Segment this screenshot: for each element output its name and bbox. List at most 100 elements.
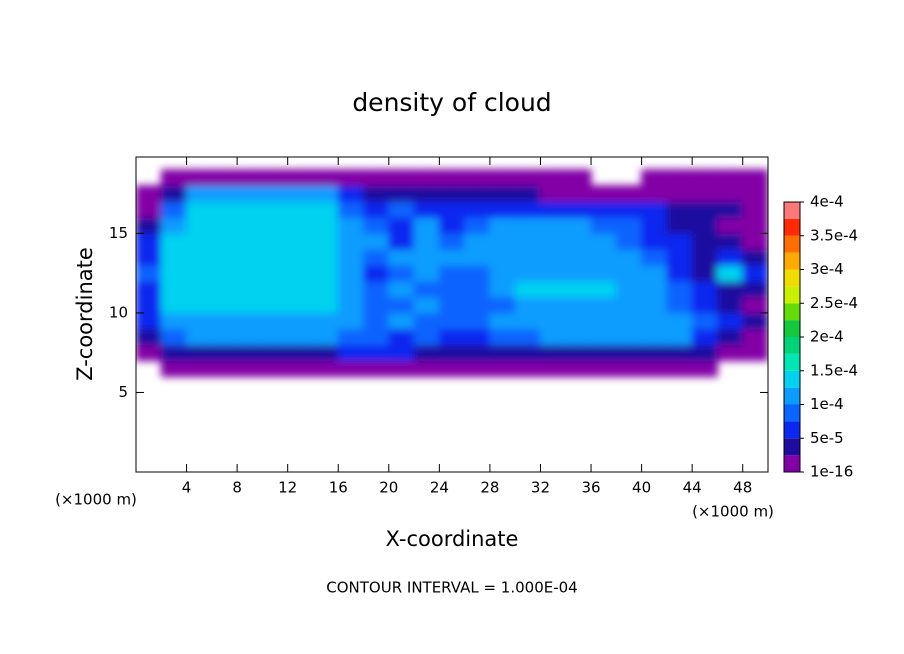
field-cell xyxy=(388,328,415,346)
field-cell xyxy=(136,312,162,330)
field-cell xyxy=(312,201,339,218)
colorbar-band xyxy=(784,421,800,439)
x-axis-label: X-coordinate xyxy=(386,527,519,551)
field-cell xyxy=(388,344,415,362)
field-cell xyxy=(186,232,213,250)
field-cell xyxy=(716,280,744,298)
field-cell xyxy=(312,216,339,234)
field-cell xyxy=(261,280,289,298)
field-cell xyxy=(489,201,516,218)
field-cell xyxy=(666,360,693,378)
field-cell xyxy=(160,280,188,298)
x-tick-label: 12 xyxy=(278,479,297,497)
field-cell xyxy=(337,360,365,378)
field-cell xyxy=(641,169,668,187)
field-cell xyxy=(413,360,440,378)
field-cell xyxy=(312,264,339,282)
field-cell xyxy=(615,360,643,378)
field-cell xyxy=(136,296,162,314)
field-cell xyxy=(438,280,466,298)
field-cell xyxy=(363,169,390,187)
field-cell xyxy=(186,280,213,298)
field-cell xyxy=(615,344,643,362)
x-tick-label: 4 xyxy=(182,479,192,497)
field-cell xyxy=(514,264,541,282)
field-cell xyxy=(666,344,693,362)
field-cell xyxy=(186,328,213,346)
field-cell xyxy=(287,344,314,362)
colorbar-tick-label: 4e-4 xyxy=(810,193,844,211)
field-cell xyxy=(742,169,768,187)
colorbar-tick-label: 1.5e-4 xyxy=(810,361,858,379)
field-cell xyxy=(565,201,592,218)
field-cell xyxy=(691,344,718,362)
field-cell xyxy=(363,185,390,203)
plot-frame xyxy=(135,156,769,473)
field-cell xyxy=(413,280,440,298)
field-cell xyxy=(236,328,263,346)
field-cell xyxy=(539,248,567,266)
field-cell xyxy=(615,312,643,330)
field-cell xyxy=(641,232,668,250)
field-cell xyxy=(337,201,365,218)
field-cell xyxy=(186,296,213,314)
field-cell xyxy=(388,185,415,203)
field-cell xyxy=(211,328,238,346)
field-cell xyxy=(160,344,188,362)
field-cell xyxy=(716,312,744,330)
field-cell xyxy=(666,185,693,203)
field-cell xyxy=(211,248,238,266)
field-cell xyxy=(261,248,289,266)
field-cell xyxy=(337,216,365,234)
field-cell xyxy=(236,169,263,187)
field-cell xyxy=(539,296,567,314)
field-cell xyxy=(691,248,718,266)
field-cell xyxy=(590,264,617,282)
x-unit-label: (×1000 m) xyxy=(692,503,774,521)
field-cell xyxy=(413,264,440,282)
field-cell xyxy=(565,328,592,346)
field-cell xyxy=(615,248,643,266)
field-cell xyxy=(464,232,491,250)
field-cell xyxy=(615,232,643,250)
chart-title: density of cloud xyxy=(352,88,551,117)
field-cell xyxy=(716,232,744,250)
field-cell xyxy=(590,328,617,346)
field-cell xyxy=(489,216,516,234)
field-cell xyxy=(590,344,617,362)
field-cell xyxy=(539,344,567,362)
field-cell xyxy=(136,232,162,250)
field-cell xyxy=(136,328,162,346)
y-tick-label: 5 xyxy=(118,383,128,401)
field-cell xyxy=(716,169,744,187)
field-cell xyxy=(337,328,365,346)
field-cell xyxy=(438,216,466,234)
field-cell xyxy=(363,216,390,234)
field-cell xyxy=(716,296,744,314)
field-cell xyxy=(236,248,263,266)
field-cell xyxy=(236,216,263,234)
field-cell xyxy=(413,232,440,250)
field-cell xyxy=(666,296,693,314)
field-cell xyxy=(160,232,188,250)
cells xyxy=(136,169,768,378)
colorbar-band xyxy=(784,202,800,219)
colorbar-band xyxy=(784,455,800,472)
colorbar-band xyxy=(784,404,800,422)
field-cell xyxy=(287,201,314,218)
field-cell xyxy=(312,232,339,250)
field-cell xyxy=(691,264,718,282)
x-tick-label: 40 xyxy=(632,479,651,497)
field-cell xyxy=(514,185,541,203)
field-cell xyxy=(363,201,390,218)
field-cell xyxy=(565,344,592,362)
field-cell xyxy=(363,360,390,378)
field-cell xyxy=(211,216,238,234)
field-cell xyxy=(615,280,643,298)
field-cell xyxy=(641,248,668,266)
field-cell xyxy=(716,248,744,266)
field-cell xyxy=(615,264,643,282)
field-cell xyxy=(287,185,314,203)
field-cell xyxy=(388,312,415,330)
colorbar-band xyxy=(784,303,800,321)
